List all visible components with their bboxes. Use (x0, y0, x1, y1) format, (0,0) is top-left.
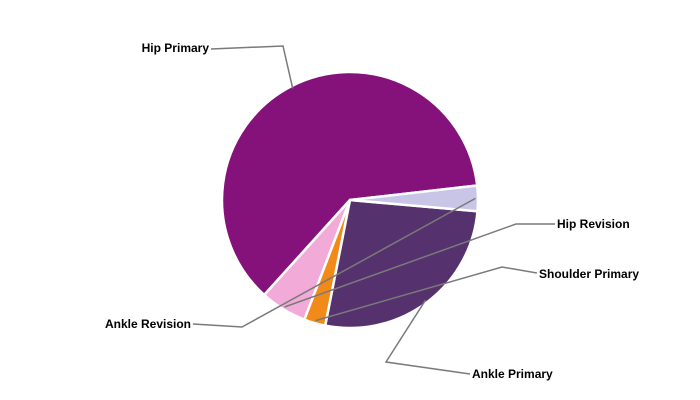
slice-labels-layer: Hip Primary Hip Revision Shoulder Primary A… (105, 41, 639, 381)
leader-line-ankle-primary (384, 299, 471, 375)
slices-layer (220, 70, 480, 330)
leader-line-ankle-revision (192, 197, 476, 328)
slice-label-ankle-revision: Ankle Revision (105, 317, 191, 331)
pie-slice-ankle-primary (324, 198, 479, 330)
leader-line-hip-primary (210, 45, 294, 89)
slice-label-ankle-primary: Ankle Primary (472, 367, 553, 381)
pie-slice-ankle-revision (348, 184, 480, 213)
leader-lines-layer (192, 45, 555, 375)
leader-line-hip-revision (284, 223, 555, 308)
slice-label-hip-revision: Hip Revision (557, 217, 630, 231)
slice-label-hip-primary: Hip Primary (142, 41, 210, 55)
leader-line-shoulder-primary (315, 266, 538, 322)
slice-label-shoulder-primary: Shoulder Primary (539, 267, 639, 281)
